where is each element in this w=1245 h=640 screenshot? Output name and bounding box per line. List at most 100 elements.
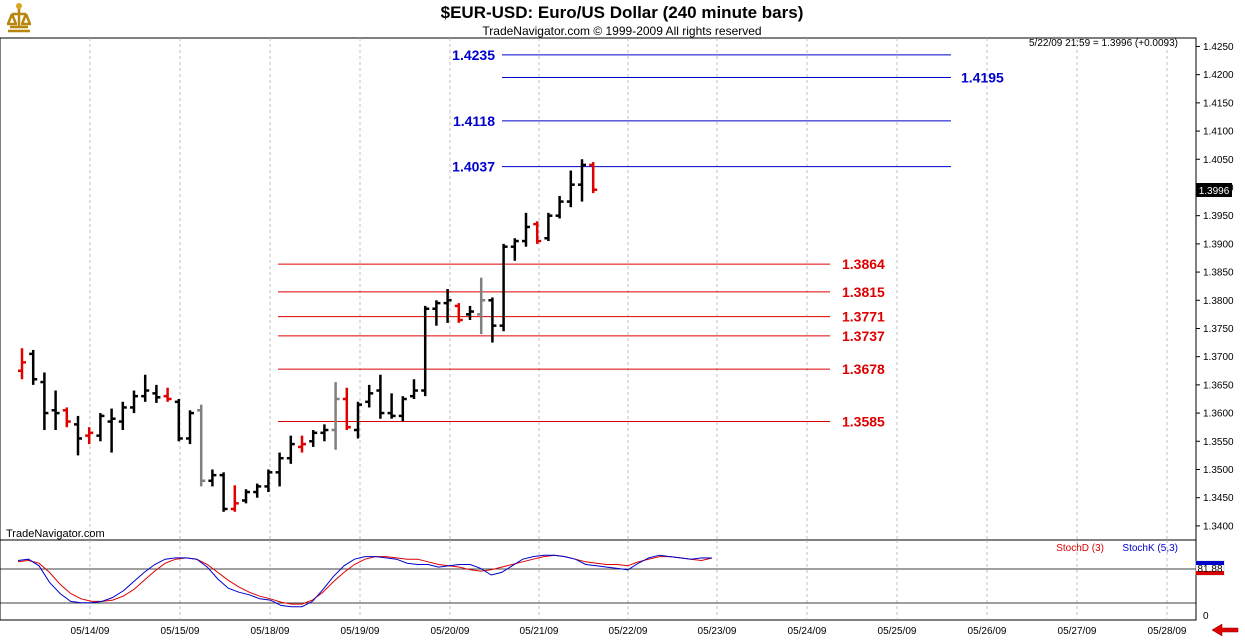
y-tick-label: 1.4250 xyxy=(1203,42,1234,53)
y-tick-label: 1.3900 xyxy=(1203,239,1234,250)
ohlc-bar xyxy=(152,384,161,403)
ohlc-bar xyxy=(118,401,127,431)
price-axis: 1.3400 1.3450 1.3500 1.3550 1.3600 1.3650 1.37… xyxy=(1196,42,1234,532)
ohlc-bar xyxy=(18,348,26,380)
level-label: 1.4195 xyxy=(961,69,1004,85)
y-tick-label: 1.4150 xyxy=(1203,98,1234,109)
ohlc-bar xyxy=(286,435,295,464)
ohlc-bar xyxy=(398,396,407,422)
level-label: 1.3771 xyxy=(842,309,885,325)
stoch-vertical-grid xyxy=(89,540,1168,620)
x-tick-label: 05/26/09 xyxy=(968,626,1007,637)
ohlc-bars xyxy=(18,159,598,512)
stoch-axis-zero: 0 xyxy=(1203,611,1209,622)
price-marker: 1.3996 xyxy=(1196,183,1232,197)
level-label: 1.4118 xyxy=(453,113,495,129)
ohlc-bar xyxy=(163,387,172,402)
ohlc-bar xyxy=(320,424,329,442)
stoch-marker-label: 81.88 xyxy=(1197,564,1222,575)
level-label: 1.3737 xyxy=(842,328,885,344)
ohlc-bar xyxy=(253,483,262,498)
copyright-subtitle: TradeNavigator.com © 1999-2009 All right… xyxy=(482,24,761,38)
y-tick-label: 1.3850 xyxy=(1203,268,1234,279)
level-label: 1.3678 xyxy=(842,361,885,377)
price-marker-label: 1.3996 xyxy=(1199,186,1230,197)
y-tick-label: 1.3950 xyxy=(1203,211,1234,222)
ohlc-bar xyxy=(40,372,49,431)
stochk-legend: StochK (5,3) xyxy=(1122,543,1178,554)
ohlc-bar xyxy=(533,221,542,244)
x-tick-label: 05/25/09 xyxy=(878,626,917,637)
ohlc-bar xyxy=(96,413,105,442)
ohlc-bar xyxy=(242,489,250,504)
y-tick-label: 1.3500 xyxy=(1203,465,1234,476)
x-tick-label: 05/21/09 xyxy=(520,626,559,637)
ohlc-bar xyxy=(230,485,239,512)
ohlc-bar xyxy=(354,401,362,439)
ohlc-bar xyxy=(510,238,519,261)
ohlc-bar xyxy=(578,159,586,202)
y-tick-label: 1.4100 xyxy=(1203,127,1234,138)
watermark-label: TradeNavigator.com xyxy=(6,528,105,540)
ohlc-bar xyxy=(466,305,474,321)
y-tick-label: 1.4050 xyxy=(1203,155,1234,166)
ohlc-bar xyxy=(454,303,463,323)
x-tick-label: 05/28/09 xyxy=(1148,626,1187,637)
ohlc-bar xyxy=(342,387,351,431)
x-tick-label: 05/24/09 xyxy=(788,626,827,637)
stoch-d-line xyxy=(17,554,713,605)
ohlc-bar xyxy=(74,415,82,456)
ohlc-bar xyxy=(186,410,194,445)
x-tick-label: 05/18/09 xyxy=(251,626,290,637)
y-tick-label: 1.3750 xyxy=(1203,324,1234,335)
ohlc-bar xyxy=(275,452,284,487)
level-label: 1.3585 xyxy=(842,414,885,430)
ohlc-bar xyxy=(62,407,71,428)
y-tick-label: 1.3450 xyxy=(1203,493,1234,504)
level-label: 1.3864 xyxy=(842,256,885,272)
ohlc-bar xyxy=(309,430,318,447)
ohlc-bar xyxy=(331,382,340,450)
ohlc-bar xyxy=(555,195,564,219)
ohlc-bar xyxy=(264,469,273,493)
x-tick-label: 05/15/09 xyxy=(161,626,200,637)
y-tick-label: 1.3650 xyxy=(1203,380,1234,391)
ohlc-bar xyxy=(488,297,497,343)
price-panel: 1.4235 1.4195 1.4118 1.4037 1.3864 1.3815 1.37… xyxy=(0,37,1197,541)
ohlc-bar xyxy=(421,305,430,397)
ohlc-bar xyxy=(208,469,217,487)
ohlc-bar xyxy=(410,379,418,399)
level-label: 1.4235 xyxy=(452,47,495,63)
ohlc-bar xyxy=(365,384,374,408)
scroll-arrow-icon[interactable] xyxy=(1211,623,1239,637)
ohlc-bar xyxy=(589,162,598,194)
ohlc-bar xyxy=(219,472,228,512)
level-label: 1.3815 xyxy=(842,284,885,300)
x-tick-label: 05/23/09 xyxy=(698,626,737,637)
stoch-marker: 81.88 xyxy=(1195,560,1225,576)
y-tick-label: 1.4200 xyxy=(1203,70,1234,81)
ohlc-bar xyxy=(51,390,60,431)
x-tick-label: 05/19/09 xyxy=(341,626,380,637)
ohlc-bar xyxy=(197,404,206,487)
y-tick-label: 1.3400 xyxy=(1203,521,1234,532)
y-tick-label: 1.3800 xyxy=(1203,296,1234,307)
y-tick-label: 1.3700 xyxy=(1203,352,1234,363)
fibonacci-levels: 1.4235 1.4195 1.4118 1.4037 1.3864 1.3815 1.37… xyxy=(278,47,1004,430)
x-tick-label: 05/27/09 xyxy=(1058,626,1097,637)
ohlc-bar xyxy=(85,427,94,445)
stoch-panel: StochD (3) StochK (5,3) xyxy=(0,539,1197,621)
ohlc-bar xyxy=(29,349,38,385)
ohlc-bar xyxy=(141,374,150,402)
ohlc-bar xyxy=(130,390,138,414)
level-label: 1.4037 xyxy=(452,159,495,175)
ohlc-bar xyxy=(544,212,553,242)
ohlc-bar xyxy=(499,243,508,332)
ohlc-bar xyxy=(387,393,396,419)
ohlc-bar xyxy=(174,398,183,442)
ohlc-bar xyxy=(522,212,530,247)
stoch-k-line xyxy=(17,554,713,608)
ohlc-bar xyxy=(566,170,575,208)
stochd-legend: StochD (3) xyxy=(1056,543,1104,554)
